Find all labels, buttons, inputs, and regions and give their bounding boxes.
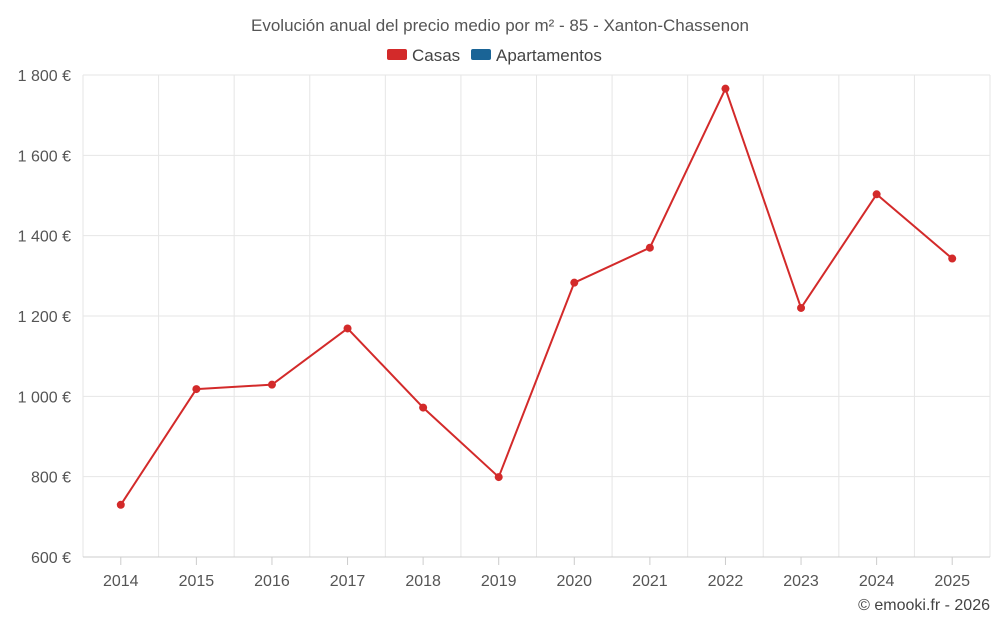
data-point[interactable]: [116, 500, 125, 509]
legend-label-apartamentos: Apartamentos: [496, 46, 602, 65]
x-tick-label: 2020: [556, 573, 592, 590]
x-tick-label: 2025: [934, 573, 970, 590]
legend-swatch-apartamentos: [471, 49, 491, 60]
series-line-casas: [119, 87, 953, 506]
x-tick-label: 2018: [405, 573, 441, 590]
grid: [82, 74, 991, 557]
x-tick-label: 2019: [481, 573, 517, 590]
x-tick-label: 2015: [179, 573, 215, 590]
series-layer: [116, 84, 957, 509]
x-tick-label: 2014: [103, 573, 139, 590]
data-point[interactable]: [570, 278, 579, 287]
x-tick-label: 2017: [330, 573, 366, 590]
data-point[interactable]: [721, 84, 730, 93]
legend-label-casas: Casas: [412, 46, 460, 65]
y-tick-label: 800 €: [31, 470, 71, 487]
data-point[interactable]: [494, 473, 503, 482]
data-point[interactable]: [872, 190, 881, 199]
x-tick-label: 2021: [632, 573, 668, 590]
chart-title: Evolución anual del precio medio por m² …: [251, 16, 749, 35]
legend-item-apartamentos[interactable]: Apartamentos: [471, 46, 602, 65]
data-point[interactable]: [267, 380, 276, 389]
data-point[interactable]: [948, 254, 957, 263]
y-tick-label: 600 €: [31, 550, 71, 567]
y-tick-label: 1 600 €: [18, 148, 71, 165]
credit-text: © emooki.fr - 2026: [858, 597, 990, 614]
x-tick-label: 2016: [254, 573, 290, 590]
legend-item-casas[interactable]: Casas: [387, 46, 460, 65]
y-tick-label: 1 000 €: [18, 389, 71, 406]
x-tick-label: 2022: [708, 573, 744, 590]
data-point[interactable]: [419, 403, 428, 412]
y-tick-label: 1 400 €: [18, 229, 71, 246]
data-point[interactable]: [343, 324, 352, 333]
y-tick-label: 1 200 €: [18, 309, 71, 326]
data-point[interactable]: [797, 303, 806, 312]
axes: 600 € 800 € 1 000 € 1 200 € 1 400 € 1 600 € 1 …: [18, 68, 990, 590]
y-tick-label: 1 800 €: [18, 68, 71, 85]
legend-swatch-casas: [387, 49, 407, 60]
legend: Casas Apartamentos: [387, 46, 602, 65]
x-tick-label: 2024: [859, 573, 895, 590]
data-point[interactable]: [192, 385, 201, 394]
data-point[interactable]: [645, 243, 654, 252]
x-tick-label: 2023: [783, 573, 819, 590]
